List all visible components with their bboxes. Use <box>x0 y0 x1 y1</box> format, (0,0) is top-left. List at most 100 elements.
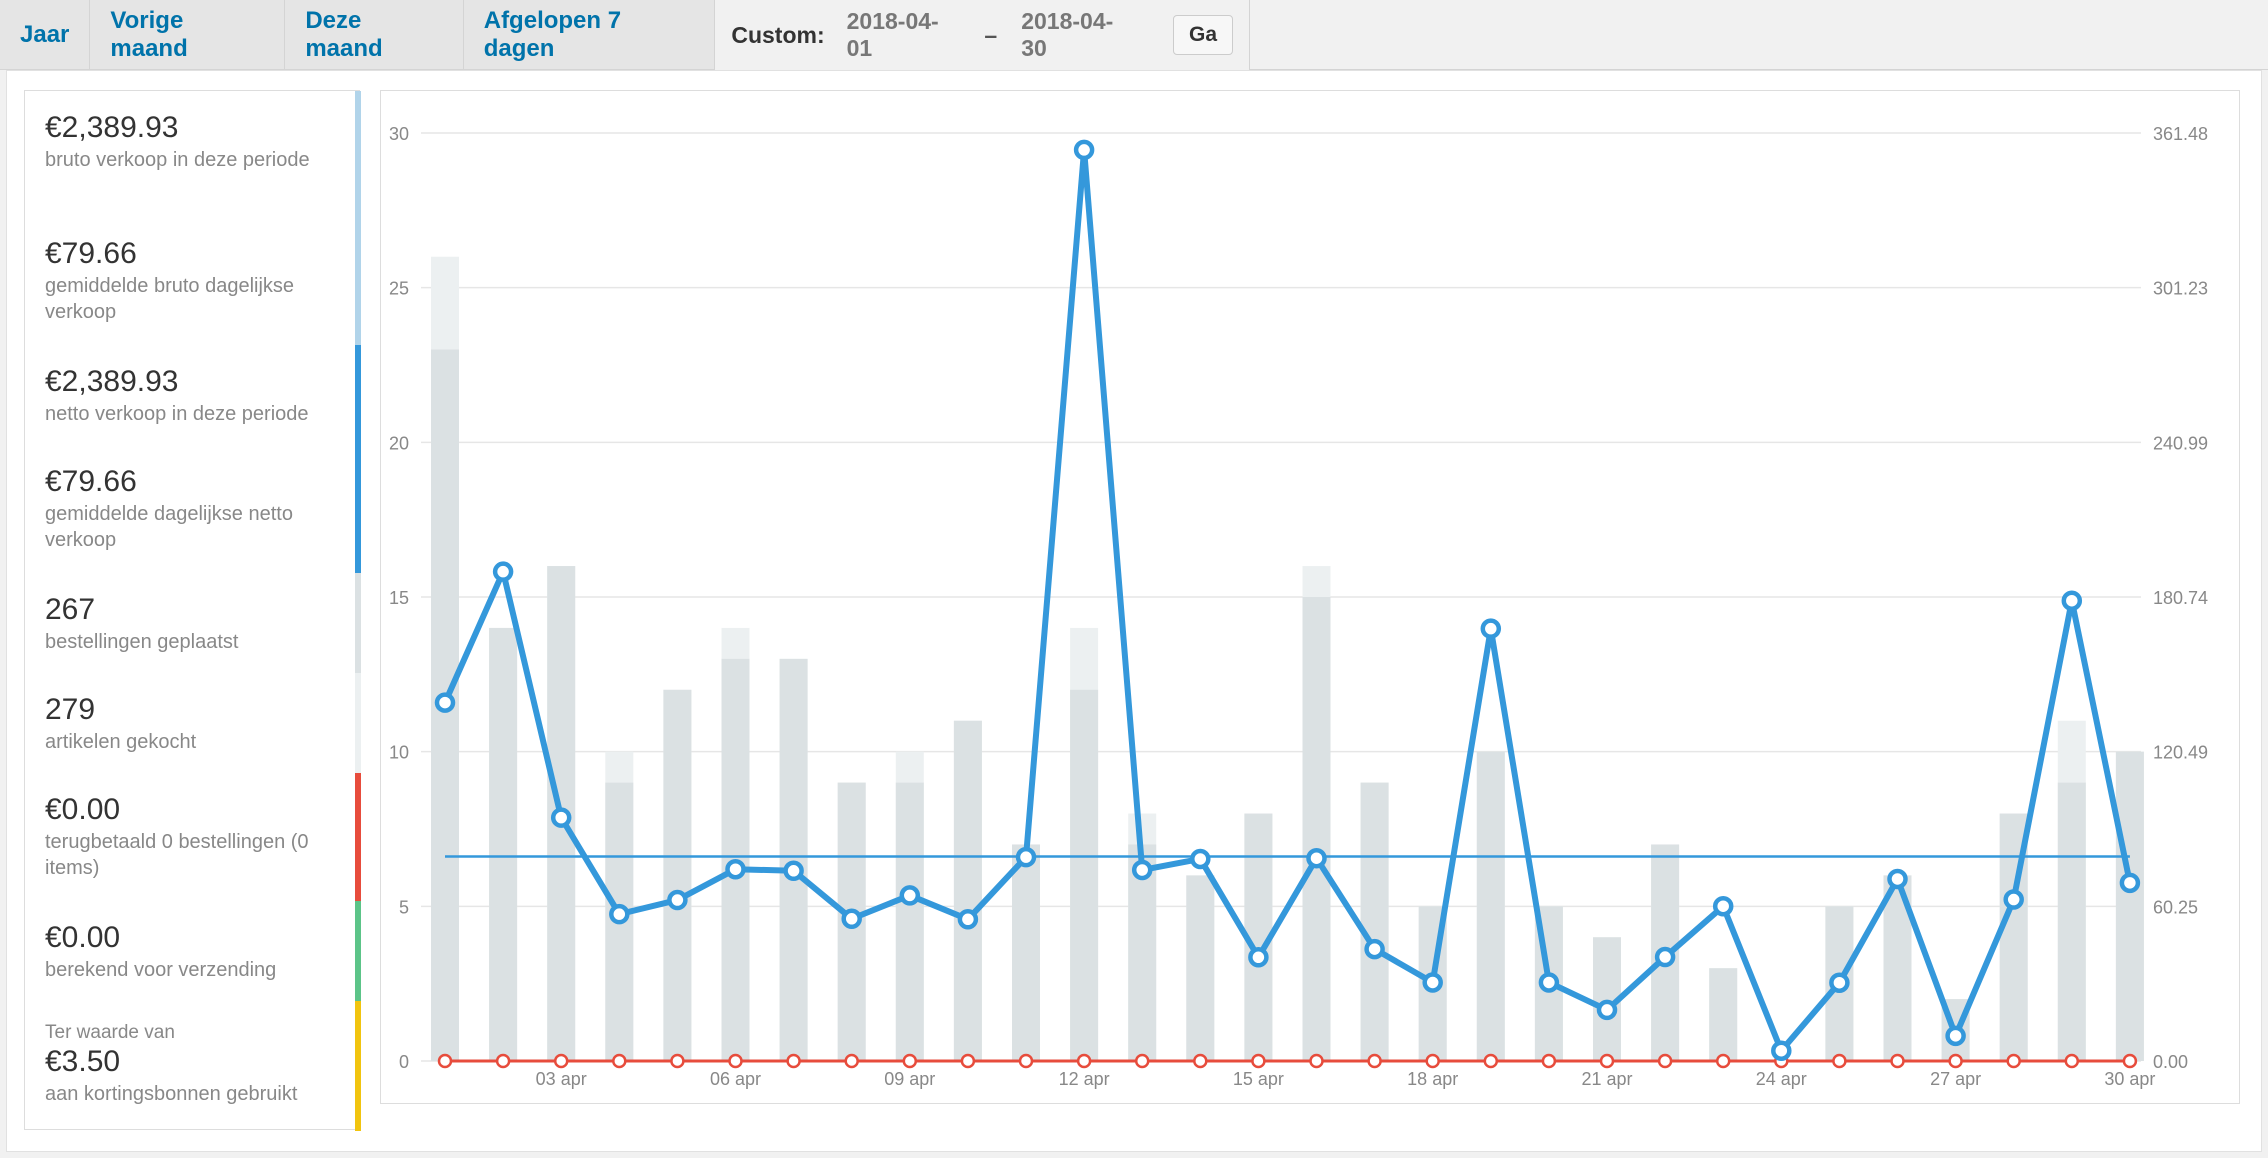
bar-orders-placed <box>1012 844 1040 1061</box>
net-sales-point <box>2003 889 2024 910</box>
legend-description: aan kortingsbonnen gebruikt <box>45 1083 298 1105</box>
net-sales-line <box>442 146 2133 1054</box>
legend-amount: €79.66 <box>45 465 137 498</box>
net-sales-point <box>492 561 514 582</box>
net-sales-point <box>1829 972 1850 993</box>
legend-item-gross-sales[interactable]: €2,389.93 bruto verkoop in deze periode <box>25 91 361 217</box>
legend-amount: €3.50 <box>45 1045 121 1078</box>
legend-prefix: Ter waarde van <box>45 1022 175 1043</box>
legend-amount: €0.00 <box>45 921 121 954</box>
net-sales-point <box>550 807 572 828</box>
net-sales-point <box>1073 139 1095 161</box>
net-sales-point <box>725 858 746 880</box>
refund-point <box>1251 1053 1266 1069</box>
x-tick-label: 18 apr <box>1407 1069 1458 1089</box>
tab-afgelopen-7-dagen[interactable]: Afgelopen 7 dagen <box>463 0 716 70</box>
refund-point <box>1425 1053 1440 1069</box>
legend-item-coupons[interactable]: Ter waarde van €3.50 aan kortingsbonnen … <box>25 1001 361 1131</box>
net-sales-point <box>1015 846 1037 868</box>
chart-legend: €2,389.93 bruto verkoop in deze periode … <box>24 90 361 1131</box>
net-sales-point <box>1538 972 1560 993</box>
tabs-divider <box>1250 69 2268 70</box>
refund-point <box>612 1053 627 1069</box>
net-sales-point <box>1422 972 1443 993</box>
legend-item-average-gross-daily[interactable]: €79.66 gemiddelde bruto dagelijkse verko… <box>25 217 361 345</box>
refund-point <box>1076 1053 1092 1069</box>
net-sales-point <box>1596 999 1618 1021</box>
tab-deze-maand[interactable]: Deze maand <box>285 0 464 70</box>
legend-item-net-sales[interactable]: €2,389.93 netto verkoop in deze periode <box>25 345 361 445</box>
left-tick-label: 15 <box>389 588 409 608</box>
refund-point <box>2006 1053 2021 1069</box>
x-tick-label: 24 apr <box>1756 1069 1807 1089</box>
net-sales-point <box>1712 895 1734 917</box>
tab-vorige-maand[interactable]: Vorige maand <box>90 0 286 70</box>
refund-point <box>844 1053 859 1069</box>
net-sales-point <box>899 885 921 906</box>
refund-point <box>786 1053 801 1069</box>
refund-point <box>1948 1053 1963 1069</box>
custom-to-date-input[interactable]: 2018-04-30 <box>1021 8 1114 61</box>
legend-item-orders-placed[interactable]: 267 bestellingen geplaatst <box>25 573 361 673</box>
refund-point <box>1309 1053 1324 1069</box>
x-tick-label: 03 apr <box>536 1069 587 1089</box>
refund-point <box>1193 1053 1208 1069</box>
refund-point <box>1134 1053 1150 1069</box>
legend-description: berekend voor verzending <box>45 959 277 981</box>
net-sales-point <box>1887 868 1908 890</box>
custom-from-date-input[interactable]: 2018-04-01 <box>846 8 939 61</box>
net-sales-point <box>2061 590 2083 611</box>
legend-item-items-purchased[interactable]: 279 artikelen gekocht <box>25 673 361 773</box>
refund-point <box>670 1053 685 1069</box>
legend-item-refunded[interactable]: €0.00 terugbetaald 0 bestellingen (0 ite… <box>25 773 361 901</box>
bar-orders-placed <box>2057 782 2086 1061</box>
net-sales-point <box>1306 847 1327 869</box>
right-tick-label: 120.49 <box>2153 743 2208 763</box>
legend-amount: 279 <box>45 693 96 726</box>
legend-description: bruto verkoop in deze periode <box>45 149 310 171</box>
refund-point <box>1832 1053 1847 1069</box>
legend-item-shipping[interactable]: €0.00 berekend voor verzending <box>25 901 361 1001</box>
refund-point <box>1018 1053 1034 1069</box>
x-tick-label: 30 apr <box>2104 1069 2155 1089</box>
right-tick-label: 240.99 <box>2153 433 2208 453</box>
bar-orders-placed <box>1186 875 1215 1061</box>
go-button[interactable]: Ga <box>1172 15 1233 55</box>
left-tick-label: 20 <box>389 433 409 453</box>
legend-description: gemiddelde dagelijkse netto verkoop <box>45 503 293 551</box>
bar-orders-placed <box>1070 689 1099 1061</box>
tab-custom: Custom: 2018-04-01 – 2018-04-30 Ga <box>715 0 1250 70</box>
x-tick-label: 15 apr <box>1233 1069 1284 1089</box>
net-sales-point <box>1945 1025 1966 1047</box>
x-tick-label: 12 apr <box>1059 1069 1110 1089</box>
right-tick-label: 0.00 <box>2153 1052 2188 1072</box>
refund-point <box>1483 1053 1499 1069</box>
custom-date-separator: – <box>984 21 998 48</box>
x-tick-label: 09 apr <box>884 1069 935 1089</box>
custom-label: Custom: <box>731 21 825 48</box>
legend-description: terugbetaald 0 bestellingen (0 items) <box>45 831 309 879</box>
net-sales-point <box>1480 618 1502 639</box>
net-sales-point <box>841 908 862 930</box>
net-sales-point <box>1364 938 1385 960</box>
bar-orders-placed <box>1360 782 1389 1061</box>
net-sales-point <box>434 692 456 713</box>
left-tick-label: 10 <box>389 743 409 763</box>
net-sales-point <box>1131 859 1153 881</box>
net-sales-point <box>1654 946 1676 968</box>
refund-point <box>1367 1053 1382 1069</box>
net-sales-point <box>957 909 979 930</box>
bar-orders-placed <box>1476 751 1505 1061</box>
legend-amount: €2,389.93 <box>45 365 179 398</box>
refund-point <box>960 1053 976 1069</box>
net-sales-point <box>1248 947 1269 968</box>
refund-point <box>1890 1053 1905 1069</box>
refund-point <box>902 1053 918 1069</box>
legend-amount: €2,389.93 <box>45 111 179 144</box>
legend-item-average-net-daily[interactable]: €79.66 gemiddelde dagelijkse netto verko… <box>25 445 361 573</box>
tab-jaar[interactable]: Jaar <box>0 0 91 70</box>
net-sales-point <box>783 860 804 882</box>
right-tick-label: 301.23 <box>2153 279 2208 299</box>
refund-point <box>2064 1053 2080 1069</box>
